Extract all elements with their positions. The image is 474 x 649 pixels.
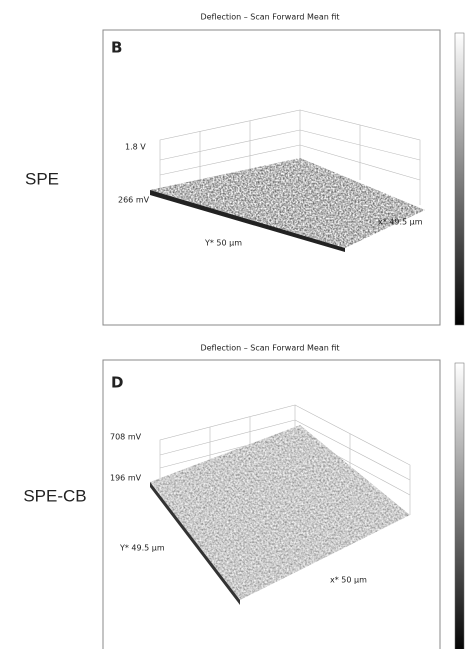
color-bar xyxy=(454,362,465,649)
side-label: SPE-CB xyxy=(23,486,86,505)
wireframe xyxy=(159,109,421,205)
panel-letter: D xyxy=(111,374,123,392)
panel: Deflection – Scan Forward Mean fit D SPE… xyxy=(23,344,465,649)
surface xyxy=(150,158,425,248)
x-axis-label: x* 49.5 µm xyxy=(378,218,423,227)
color-bar xyxy=(454,32,465,326)
z-top-label: 708 mV xyxy=(110,433,142,442)
z-bottom-label: 196 mV xyxy=(110,474,142,483)
surface-edge xyxy=(150,482,240,605)
panel-title: Deflection – Scan Forward Mean fit xyxy=(200,13,339,22)
panel-title: Deflection – Scan Forward Mean fit xyxy=(200,344,339,353)
panel-letter: B xyxy=(111,39,122,57)
x-axis-label: x* 50 µm xyxy=(330,576,367,585)
y-axis-label: Y* 50 µm xyxy=(204,239,242,248)
y-axis-label: Y* 49.5 µm xyxy=(119,544,165,553)
z-top-label: 1.8 V xyxy=(125,143,146,152)
surface-edge xyxy=(150,190,345,252)
surface xyxy=(150,425,410,600)
z-bottom-label: 266 mV xyxy=(118,196,150,205)
side-label: SPE xyxy=(25,169,59,188)
panel: Deflection – Scan Forward Mean fit B SPE… xyxy=(25,13,465,326)
